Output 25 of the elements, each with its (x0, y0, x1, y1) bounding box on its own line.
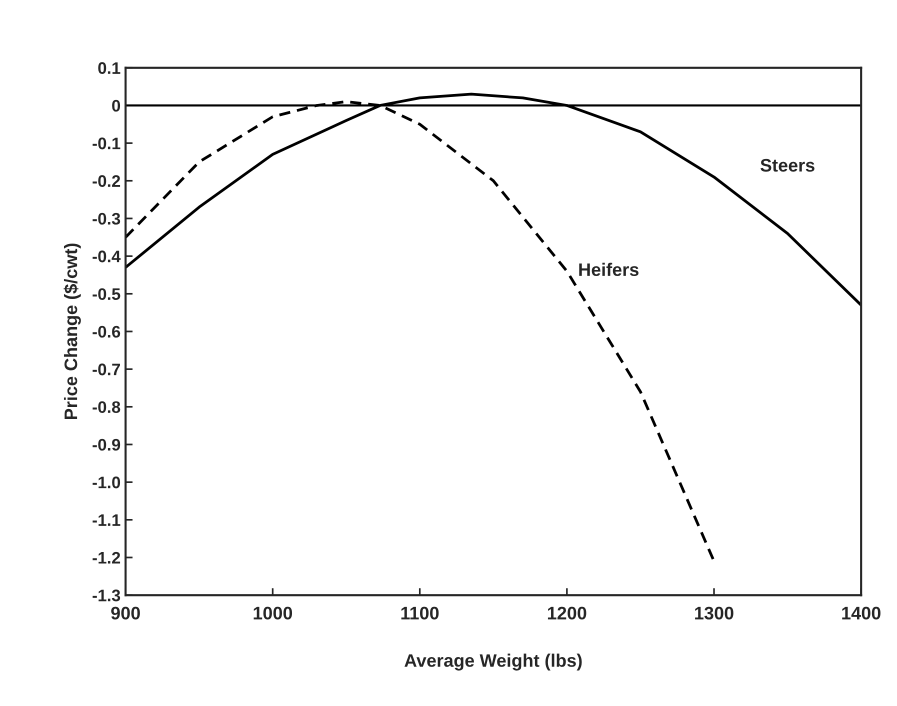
y-tick-label: -0.9 (92, 438, 120, 451)
x-tick-label: 1200 (548, 606, 586, 620)
y-tick-label: -0.2 (92, 175, 120, 187)
series-label: Heifers (579, 262, 638, 276)
y-tick-label: -0.1 (92, 138, 120, 150)
y-tick-label: -0.3 (92, 212, 120, 225)
y-tick-label: -1.0 (92, 476, 120, 488)
x-tick-label: 1400 (842, 606, 880, 620)
y-axis-title: Price Change ($/cwt) (64, 244, 81, 420)
y-tick-label: -1.3 (92, 590, 120, 602)
y-tick-label: 0 (112, 100, 120, 112)
x-tick-label: 1100 (401, 606, 439, 620)
x-axis-title: Average Weight (lbs) (404, 654, 582, 671)
y-tick-label: -0.4 (92, 250, 121, 262)
y-tick-label: -0.8 (92, 401, 120, 414)
y-tick-label: -0.6 (92, 326, 120, 338)
x-tick-label: 1000 (254, 606, 292, 620)
x-tick-label: 1300 (695, 606, 734, 620)
x-tick-label: 900 (111, 606, 140, 620)
series-label: Steers (760, 158, 814, 172)
y-tick-label: -1.2 (92, 552, 120, 564)
y-tick-label: -1.1 (92, 514, 120, 526)
y-tick-label: -0.7 (92, 364, 120, 376)
y-tick-label: 0.1 (98, 62, 120, 74)
y-tick-label: -0.5 (92, 288, 120, 300)
